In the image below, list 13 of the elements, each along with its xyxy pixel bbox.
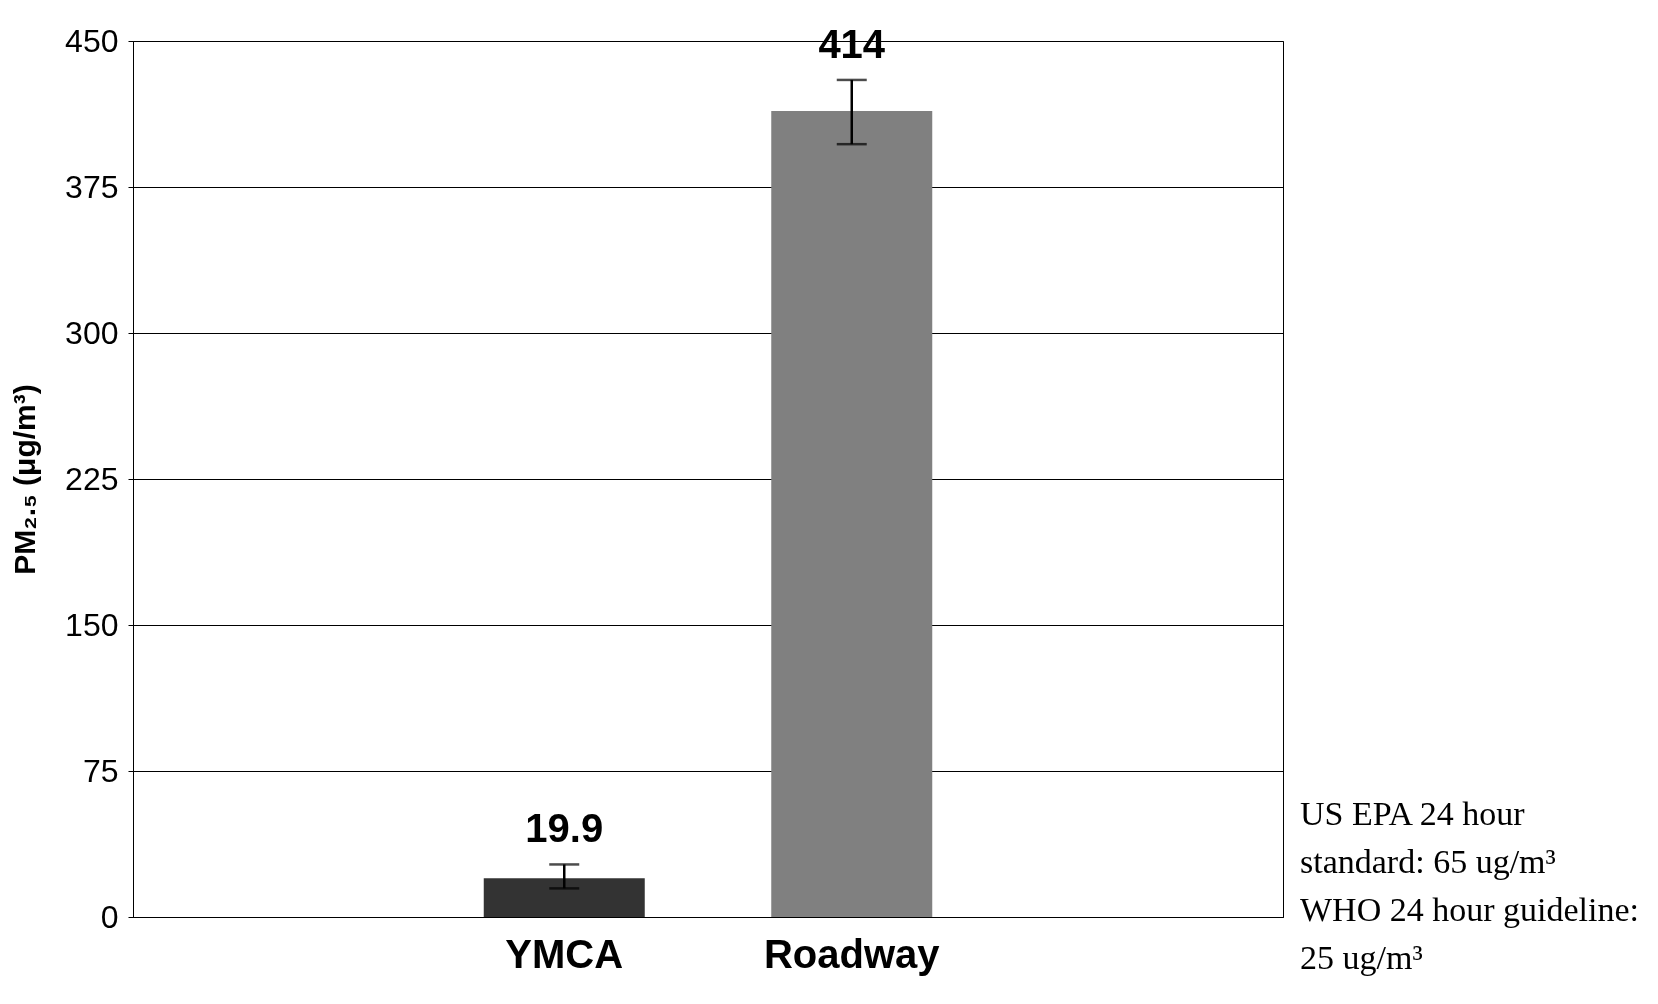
y-tick-label: 450 <box>65 22 119 59</box>
y-tick-label: 75 <box>82 752 119 789</box>
text: US EPA 24 hour standard: 65 ug/m³ <box>1300 794 1557 882</box>
y-tick-label: 150 <box>65 606 119 643</box>
y-tick-label: 0 <box>100 898 119 935</box>
y-tick-label: 300 <box>65 314 119 351</box>
y-tick-label: 225 <box>65 460 119 497</box>
y-axis-title: PM₂.₅ (μg/m³) <box>8 384 42 575</box>
data-label: 19.9 <box>525 806 604 851</box>
y-tick-label: 375 <box>65 168 119 205</box>
text: WHO 24 hour guideline: 25 ug/m³ <box>1300 890 1640 978</box>
x-tick-label: YMCA <box>505 931 624 976</box>
x-tick-label: Roadway <box>763 931 941 976</box>
